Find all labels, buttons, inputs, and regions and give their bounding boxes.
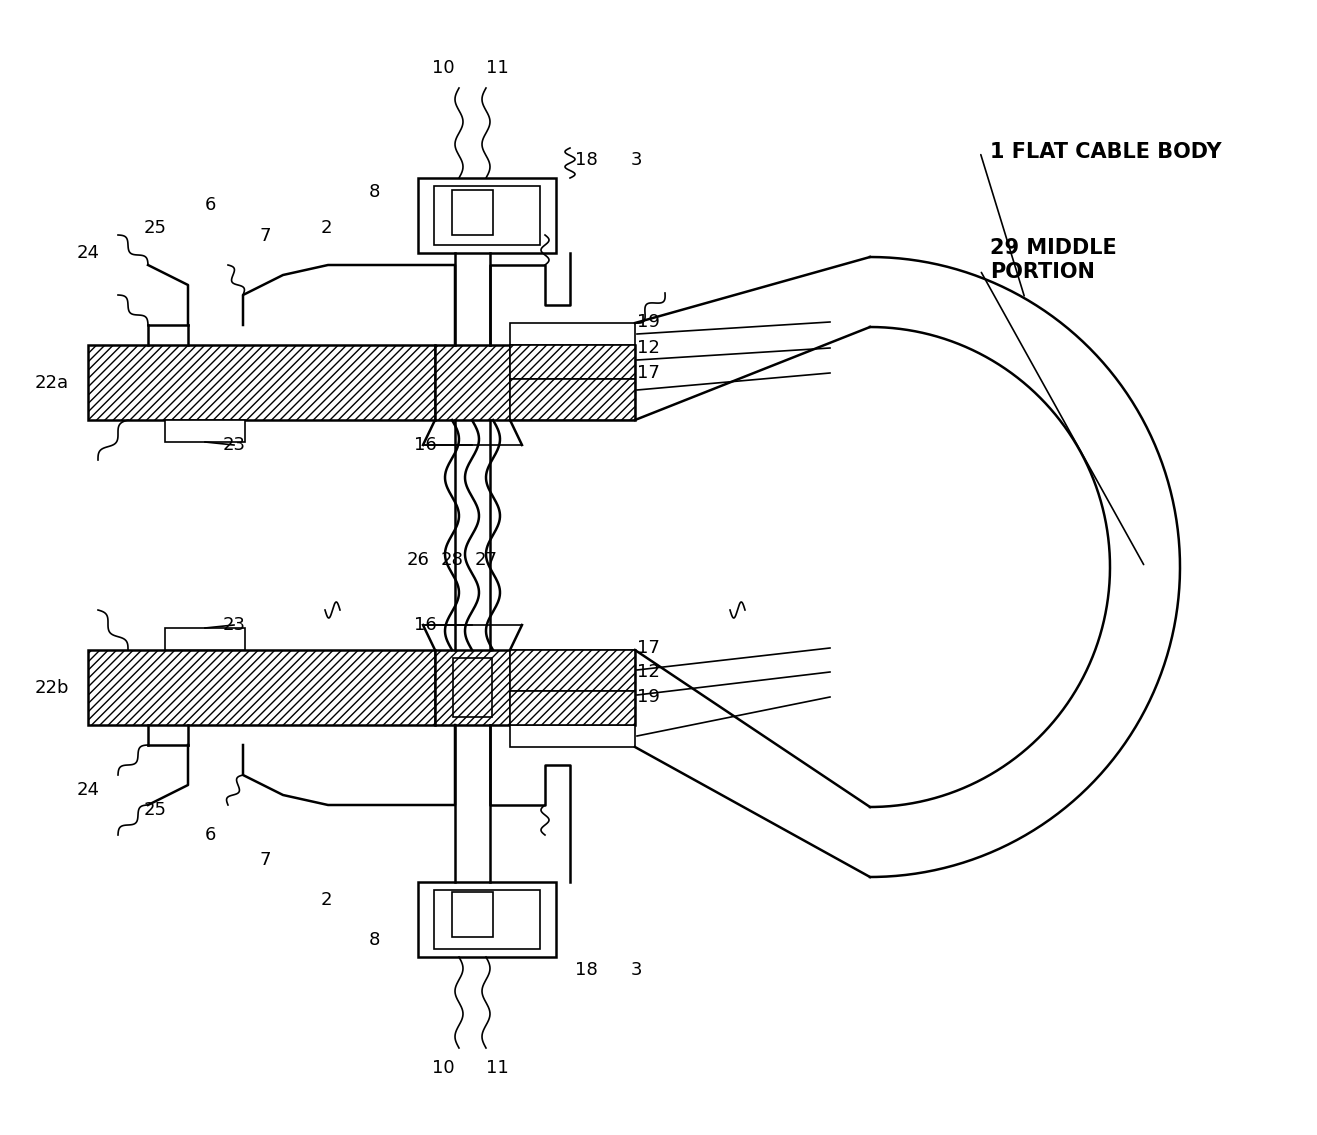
- Text: 2: 2: [320, 891, 332, 909]
- Text: 6: 6: [204, 196, 216, 215]
- Text: 22b: 22b: [34, 679, 70, 697]
- Text: 28: 28: [441, 550, 464, 569]
- Text: 11: 11: [486, 1059, 508, 1077]
- Text: 8: 8: [369, 931, 379, 949]
- Text: 23: 23: [223, 436, 245, 454]
- Bar: [435, 650, 510, 725]
- Bar: [417, 882, 556, 957]
- Bar: [165, 628, 245, 650]
- Text: 16: 16: [414, 616, 436, 634]
- Bar: [165, 420, 245, 442]
- Bar: [88, 650, 435, 725]
- Text: 27: 27: [474, 550, 498, 569]
- Text: 25: 25: [144, 219, 166, 237]
- Text: 22a: 22a: [36, 375, 68, 392]
- Bar: [435, 345, 510, 420]
- Text: 18: 18: [574, 151, 598, 169]
- Text: 16: 16: [414, 436, 436, 454]
- Bar: [417, 178, 556, 253]
- Bar: [435, 890, 540, 949]
- Bar: [510, 345, 635, 420]
- Text: 24: 24: [76, 781, 100, 799]
- Text: 6: 6: [204, 826, 216, 844]
- Bar: [510, 650, 635, 691]
- Bar: [453, 658, 493, 717]
- Text: 3: 3: [631, 961, 641, 980]
- Bar: [452, 190, 493, 235]
- Text: 25: 25: [144, 801, 166, 819]
- Bar: [510, 691, 635, 725]
- Text: 1 FLAT CABLE BODY: 1 FLAT CABLE BODY: [990, 142, 1222, 162]
- Text: 23: 23: [223, 616, 245, 634]
- Text: 12: 12: [636, 339, 660, 358]
- Text: 7: 7: [259, 851, 271, 869]
- Text: 18: 18: [574, 961, 598, 980]
- Bar: [435, 186, 540, 245]
- Bar: [88, 345, 435, 420]
- Bar: [510, 650, 635, 725]
- Text: 17: 17: [636, 364, 660, 382]
- Text: 3: 3: [631, 151, 641, 169]
- Bar: [510, 725, 635, 747]
- Text: 10: 10: [432, 1059, 454, 1077]
- Text: 2: 2: [320, 219, 332, 237]
- Bar: [510, 345, 635, 379]
- Bar: [510, 379, 635, 420]
- Bar: [452, 892, 493, 938]
- Text: 11: 11: [486, 59, 508, 77]
- Text: 26: 26: [407, 550, 429, 569]
- Text: 24: 24: [76, 244, 100, 262]
- Text: 12: 12: [636, 663, 660, 681]
- Text: 19: 19: [636, 688, 660, 706]
- Text: 7: 7: [259, 227, 271, 245]
- Bar: [510, 323, 635, 345]
- Text: 8: 8: [369, 183, 379, 201]
- Text: 10: 10: [432, 59, 454, 77]
- Text: 29 MIDDLE
PORTION: 29 MIDDLE PORTION: [990, 238, 1117, 281]
- Text: 19: 19: [636, 313, 660, 331]
- Text: 17: 17: [636, 639, 660, 657]
